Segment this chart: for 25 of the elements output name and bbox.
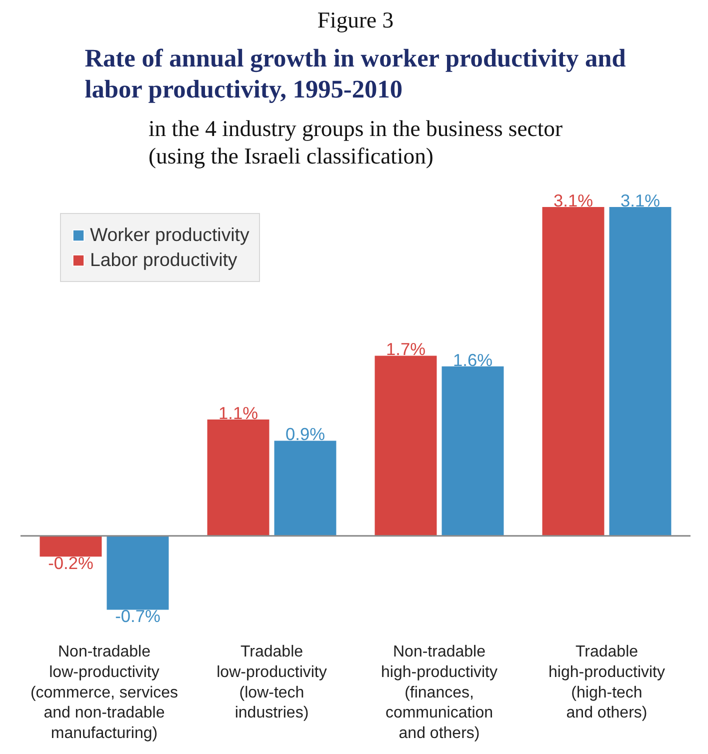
caption: Figure 3 [317,8,394,32]
bar [206,418,270,536]
bar [440,365,505,536]
data-label: -0.2% [48,553,94,574]
x-tick-label: Non-tradable low-productivity (commerce, services and non-tradable manufacturing) [30,644,178,742]
legend-label: Labor productivity [90,249,238,271]
data-label: 3.1% [620,190,660,210]
legend-label: Worker productivity [90,224,250,246]
bar [106,535,170,611]
chart-subtitle: in the 4 industry groups in the business sector (using the Israeli classification) [148,116,563,168]
x-tick-label: Tradable low-productivity (low-tech industries) [216,644,327,722]
bar [273,440,338,536]
x-tick-label: Non-tradable high-productivity (finances, communication and others) [381,644,498,742]
bar [38,535,103,558]
bar [608,206,672,536]
data-label: 1.1% [218,402,258,423]
data-label: 0.9% [286,424,325,444]
x-tick-label: Tradable high-productivity (high-tech and others) [548,644,665,722]
chart-title: Rate of annual growth in worker productivity and labor productivity, 1995-2010 [84,44,626,104]
bar [541,206,606,536]
data-label: 3.1% [554,190,593,210]
bar [374,354,438,536]
data-label: 1.7% [386,339,426,360]
data-label: 1.6% [453,350,492,370]
data-label: -0.7% [115,606,160,626]
